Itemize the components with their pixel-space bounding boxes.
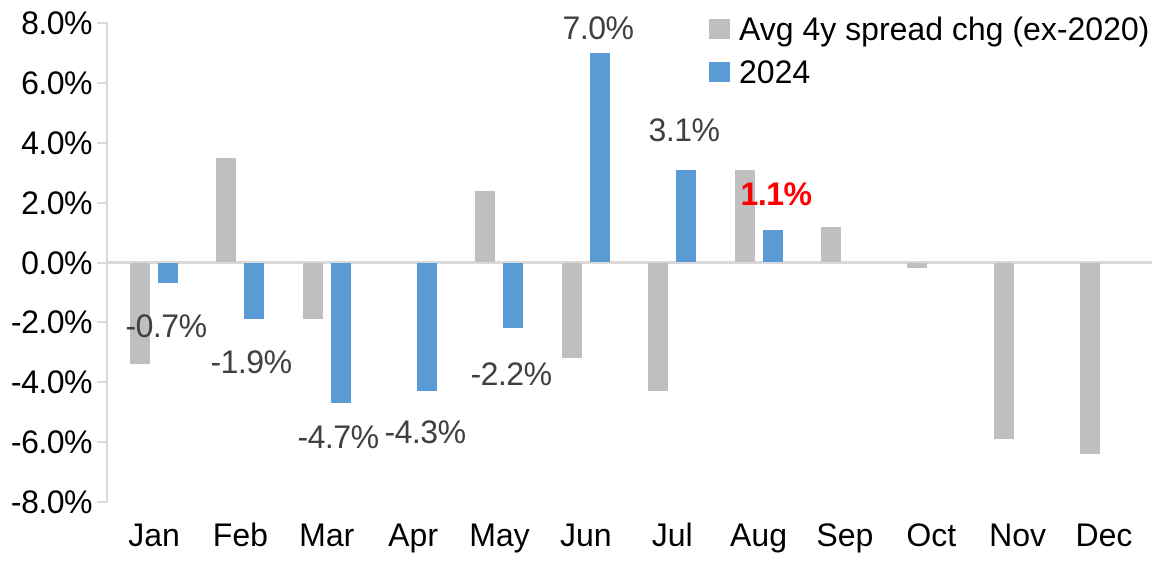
- x-axis-label: May: [469, 517, 530, 553]
- x-axis-label: Sep: [816, 517, 874, 553]
- bar-2024-jan: [158, 262, 178, 284]
- data-label-feb: -1.9%: [210, 344, 292, 380]
- data-label-aug: 1.1%: [740, 176, 812, 212]
- x-axis-label: Apr: [388, 517, 438, 553]
- x-axis-label: Jun: [560, 517, 612, 553]
- x-axis-label: Feb: [212, 517, 268, 553]
- bar-avg-aug: [734, 169, 755, 263]
- data-label-jul: 3.1%: [648, 112, 720, 148]
- legend-label-avg-4y-spread: Avg 4y spread chg (ex-2020): [739, 11, 1150, 47]
- x-axis-label: Mar: [299, 517, 355, 553]
- legend-item-2024: 2024: [709, 55, 1149, 89]
- bar-2024-aug: [762, 229, 783, 263]
- y-axis-tick: [97, 501, 108, 504]
- y-axis-tick: [97, 321, 108, 324]
- bar-avg-dec: [1079, 262, 1100, 455]
- bar-avg-jan: [130, 262, 150, 365]
- y-axis-tick: [97, 81, 108, 84]
- legend-label-2024: 2024: [739, 54, 811, 90]
- y-axis-tick: [97, 441, 108, 444]
- data-label-jun: 7.0%: [562, 10, 634, 46]
- y-axis-tick: [97, 201, 108, 204]
- bar-avg-nov: [993, 262, 1014, 440]
- bar-avg-may: [475, 190, 496, 263]
- data-label-jan: -0.7%: [125, 308, 207, 344]
- y-axis-tick: [97, 261, 108, 264]
- y-axis-tick: [97, 141, 108, 144]
- zero-baseline: [106, 261, 1152, 264]
- y-axis-tick: [97, 21, 108, 24]
- x-axis-label: Jul: [651, 517, 693, 553]
- chart-legend: Avg 4y spread chg (ex-2020) 2024: [709, 12, 1149, 98]
- x-axis-label: Dec: [1075, 517, 1133, 553]
- y-axis-label: 2.0%: [21, 184, 92, 221]
- bar-2024-jul: [676, 169, 697, 263]
- bar-2024-apr: [417, 262, 438, 392]
- bar-2024-jun: [589, 52, 610, 263]
- x-axis-label: Jan: [128, 517, 180, 553]
- bar-avg-jul: [648, 262, 669, 392]
- bar-avg-jun: [561, 262, 582, 359]
- y-axis-label: -2.0%: [10, 304, 93, 341]
- bar-avg-feb: [216, 157, 237, 263]
- bar-avg-mar: [302, 262, 323, 320]
- bar-2024-may: [503, 262, 524, 329]
- y-axis-label: 8.0%: [21, 4, 92, 41]
- y-axis-label: 4.0%: [21, 124, 92, 161]
- y-axis-label: -8.0%: [10, 484, 93, 521]
- bar-avg-oct: [907, 262, 928, 269]
- legend-item-avg-4y-spread: Avg 4y spread chg (ex-2020): [709, 12, 1149, 46]
- bar-avg-sep: [820, 226, 841, 263]
- x-axis-label: Aug: [730, 517, 787, 553]
- x-axis-label: Nov: [989, 517, 1047, 553]
- y-axis-label: -4.0%: [10, 364, 93, 401]
- y-axis-tick: [97, 381, 108, 384]
- x-axis-label: Oct: [906, 517, 957, 553]
- legend-swatch-blue: [709, 62, 730, 82]
- y-axis-label: 6.0%: [21, 64, 92, 101]
- data-label-may: -2.2%: [470, 356, 552, 392]
- legend-swatch-gray: [709, 19, 730, 39]
- bar-2024-feb: [244, 262, 265, 320]
- y-axis-label: -6.0%: [10, 424, 93, 461]
- data-label-mar: -4.7%: [297, 419, 379, 455]
- bar-2024-mar: [330, 262, 351, 404]
- y-axis-label: 0.0%: [21, 244, 92, 281]
- data-label-apr: -4.3%: [384, 414, 466, 450]
